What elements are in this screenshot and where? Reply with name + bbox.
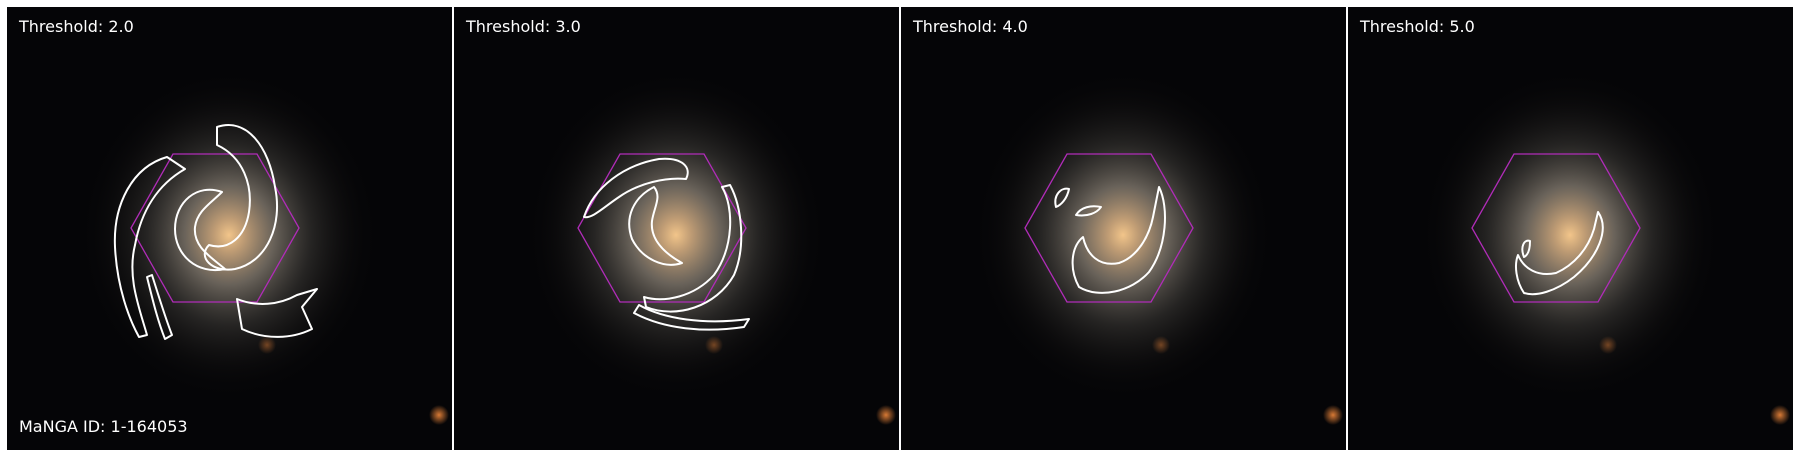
contours-threshold-5 [1515, 211, 1604, 296]
threshold-label: Threshold: 3.0 [466, 17, 581, 36]
manga-id-label: MaNGA ID: 1-164053 [19, 417, 188, 436]
threshold-label: Threshold: 2.0 [19, 17, 134, 36]
ifu-hexagon [130, 153, 300, 303]
foreground-star [876, 405, 896, 425]
ifu-hexagon [1471, 153, 1641, 303]
foreground-star [429, 405, 449, 425]
ifu-hexagon [1024, 153, 1194, 303]
contours-threshold-2 [113, 124, 318, 340]
galaxy-image-panel-3 [901, 7, 1346, 450]
small-fragment-contour [1075, 205, 1102, 217]
foreground-star [1323, 405, 1343, 425]
panel-threshold-2: Threshold: 2.0 MaNGA ID: 1-164053 [7, 7, 452, 450]
contours-threshold-3 [583, 157, 750, 331]
faint-star [258, 336, 276, 354]
ifu-hexagon [577, 153, 747, 303]
faint-star [705, 336, 723, 354]
lower-arm-contour [633, 304, 750, 331]
upper-arm-contour [583, 157, 689, 219]
panel-threshold-4: Threshold: 4.0 [901, 7, 1346, 450]
core-contour [628, 186, 683, 266]
faint-star [1152, 336, 1170, 354]
galaxy-glow [79, 70, 379, 400]
lower-arm-contour [236, 288, 318, 338]
foreground-star [1770, 405, 1790, 425]
galaxy-image-panel-4 [1348, 7, 1793, 450]
threshold-label: Threshold: 5.0 [1360, 17, 1475, 36]
galaxy-image-panel-1 [7, 7, 452, 450]
faint-star [1599, 336, 1617, 354]
arm-contour [203, 124, 279, 271]
panel-threshold-3: Threshold: 3.0 [454, 7, 899, 450]
right-arm-contour [643, 184, 743, 313]
galaxy-image-panel-2 [454, 7, 899, 450]
outer-arm-contour [113, 156, 186, 338]
panel-threshold-5: Threshold: 5.0 [1348, 7, 1793, 450]
arm-contour [1071, 186, 1166, 294]
small-arm-contour [1054, 187, 1070, 208]
arm-contour [1515, 211, 1604, 296]
threshold-label: Threshold: 4.0 [913, 17, 1028, 36]
arm-fragment-contour [146, 274, 173, 340]
galaxy-glow [526, 70, 826, 400]
galaxy-glow [973, 70, 1273, 400]
small-fragment-contour [1521, 239, 1531, 258]
contours-threshold-4 [1054, 186, 1166, 294]
galaxy-glow [1420, 70, 1720, 400]
core-contour [174, 188, 226, 272]
